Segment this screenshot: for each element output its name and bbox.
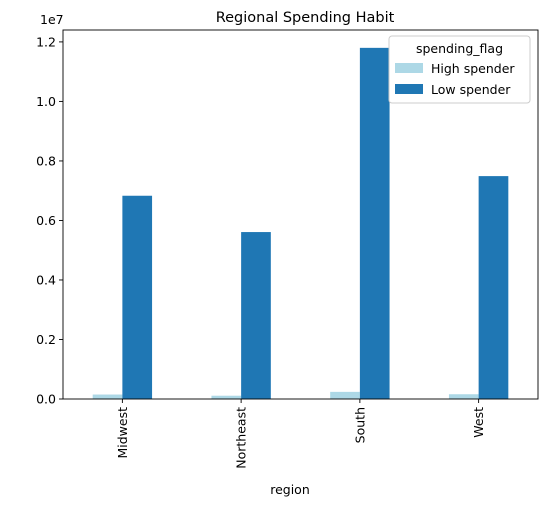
legend-box (388, 35, 531, 104)
y-tick-label: 0.6 (36, 213, 56, 228)
y-tick-label: 0.2 (36, 332, 56, 347)
bar-high-spender-south (330, 391, 360, 399)
x-tick-label-midwest: Midwest (115, 407, 130, 459)
bar-low-spender-west (478, 176, 509, 399)
bar-high-spender-northeast (211, 395, 242, 399)
x-tick-label-northeast: Northeast (234, 407, 249, 469)
x-tick-label-south: South (352, 407, 367, 443)
legend-swatch-high-spender (395, 63, 423, 73)
legend-title: spending_flag (416, 41, 503, 56)
y-tick-label: 1.0 (36, 94, 56, 109)
bar-high-spender-west (448, 394, 479, 399)
bar-high-spender-midwest (92, 394, 123, 399)
chart-title: Regional Spending Habit (216, 10, 395, 26)
axes-frame (62, 29, 539, 400)
y-tick-label: 0.8 (36, 153, 56, 168)
plot-area: 0.0 0.2 0.4 0.6 0.8 1.0 1.2 Midwest Northeast Sou… (36, 29, 539, 469)
x-axis-title: region (270, 482, 310, 497)
y-tick-label: 0.0 (36, 392, 56, 407)
x-tick-label-west: West (471, 407, 486, 438)
bar-low-spender-south (359, 47, 390, 399)
legend-label-low-spender: Low spender (431, 82, 511, 97)
legend-swatch-low-spender (395, 84, 423, 94)
y-tick-label: 1.2 (36, 34, 56, 49)
legend-label-high-spender: High spender (431, 61, 515, 76)
y-axis-scale-label: 1e7 (40, 12, 64, 27)
y-tick-label: 0.4 (36, 272, 56, 287)
bar-low-spender-northeast (241, 232, 271, 399)
legend: spending_flag High spender Low spender (388, 35, 531, 104)
bar-low-spender-midwest (122, 195, 153, 399)
